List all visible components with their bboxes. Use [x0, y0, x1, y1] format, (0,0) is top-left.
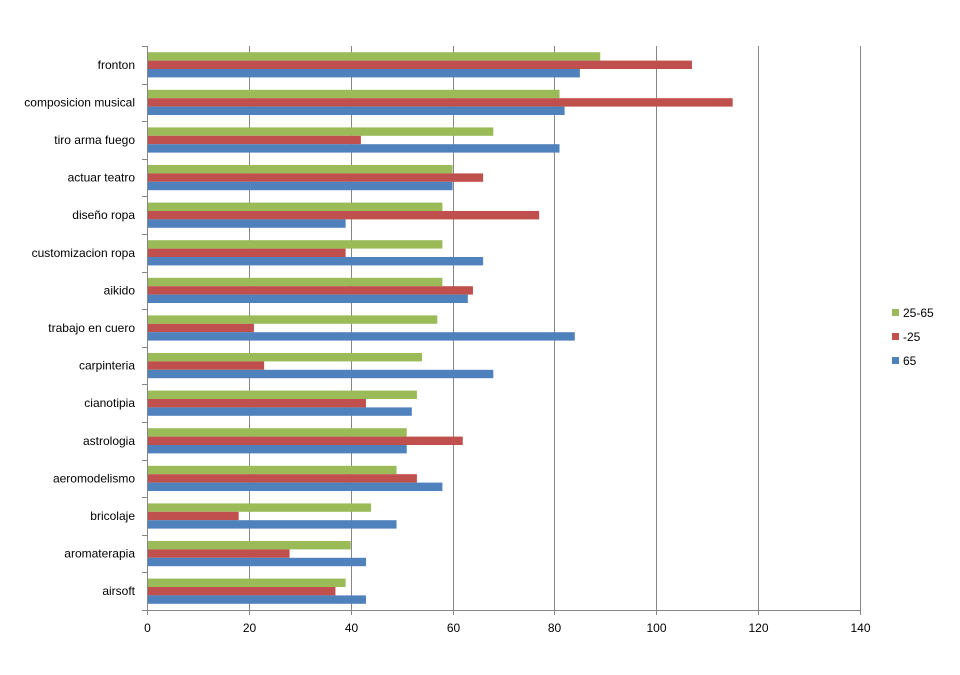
bar--25-trabajo-en-cuero — [148, 323, 254, 333]
bar--25-actuar-teatro — [148, 173, 484, 182]
bar-65-carpinteria — [148, 369, 494, 379]
bar-65-diseño-ropa — [148, 219, 346, 228]
category-label: airsoft — [102, 584, 135, 598]
bar-65-cianotipia — [148, 407, 412, 416]
category-label: aeromodelismo — [53, 471, 135, 485]
legend-label: -25 — [903, 330, 921, 344]
bar--25-fronton — [148, 60, 692, 69]
x-tick-label: 120 — [748, 621, 768, 635]
bar-65-customizacion-ropa — [148, 257, 484, 266]
category-label: tiro arma fuego — [54, 133, 135, 147]
bar--25-airsoft — [148, 587, 336, 596]
bar-65-trabajo-en-cuero — [148, 332, 575, 341]
legend-swatch--25 — [892, 333, 899, 340]
x-tick-label: 140 — [850, 621, 870, 635]
bar--25-cianotipia — [148, 399, 366, 408]
x-tick-label: 0 — [144, 621, 151, 635]
bar--25-tiro-arma-fuego — [148, 135, 361, 145]
bar-25-65-customizacion-ropa — [148, 240, 443, 249]
x-tick-label: 100 — [646, 621, 666, 635]
x-tick-label: 20 — [243, 621, 257, 635]
bar-25-65-aikido — [148, 277, 443, 287]
bar-25-65-actuar-teatro — [148, 165, 453, 174]
bar-25-65-aromaterapia — [148, 541, 351, 550]
legend-label: 65 — [903, 354, 917, 368]
bar-65-aeromodelismo — [148, 482, 443, 491]
bar-25-65-carpinteria — [148, 353, 423, 362]
bar-65-tiro-arma-fuego — [148, 144, 560, 153]
category-label: diseño ropa — [72, 208, 135, 222]
category-labels: fronton composicion musical tiro arma fueg… — [24, 58, 135, 598]
category-label: customizacion ropa — [32, 246, 136, 260]
legend-swatch-25-65 — [892, 309, 899, 316]
category-label: aromaterapia — [64, 547, 135, 561]
x-tick-labels: 0 20 40 60 80 100 120 140 — [144, 621, 871, 635]
bar-65-fronton — [148, 69, 580, 78]
bar-25-65-cianotipia — [148, 390, 417, 399]
x-tick-label: 60 — [447, 621, 461, 635]
bar-25-65-tiro-arma-fuego — [148, 127, 494, 136]
bar-65-astrologia — [148, 445, 407, 454]
category-label: astrologia — [83, 434, 135, 448]
category-label: cianotipia — [84, 396, 135, 410]
category-label: trabajo en cuero — [48, 321, 135, 335]
bar-25-65-airsoft — [148, 578, 346, 587]
bar-25-65-astrologia — [148, 428, 407, 437]
bar-25-65-composicion-musical — [148, 89, 560, 99]
bar-65-airsoft — [148, 595, 366, 604]
category-label: fronton — [98, 58, 135, 72]
bar-65-bricolaje — [148, 520, 397, 529]
bar-65-actuar-teatro — [148, 181, 453, 191]
bar--25-diseño-ropa — [148, 211, 540, 220]
bar--25-aikido — [148, 286, 473, 295]
category-label: carpinteria — [79, 359, 135, 373]
bar-25-65-trabajo-en-cuero — [148, 315, 438, 324]
bars — [148, 52, 733, 604]
bar-65-composicion-musical — [148, 106, 565, 115]
bar-25-65-bricolaje — [148, 503, 372, 512]
bar--25-aromaterapia — [148, 549, 290, 558]
bar--25-astrologia — [148, 436, 463, 445]
bar--25-customizacion-ropa — [148, 248, 346, 257]
legend: 25-65 -25 65 — [892, 306, 934, 368]
bar-25-65-diseño-ropa — [148, 202, 443, 211]
bar--25-aeromodelismo — [148, 474, 417, 483]
x-tick-label: 80 — [548, 621, 562, 635]
bar-25-65-fronton — [148, 52, 601, 61]
category-label: composicion musical — [24, 95, 135, 109]
x-tick-label: 40 — [345, 621, 359, 635]
bar-65-aromaterapia — [148, 557, 366, 567]
axes — [142, 46, 861, 615]
bar--25-carpinteria — [148, 361, 265, 370]
bar--25-composicion-musical — [148, 98, 733, 107]
legend-swatch-65 — [892, 357, 899, 364]
category-label: bricolaje — [90, 509, 135, 523]
legend-label: 25-65 — [903, 306, 934, 320]
bar-65-aikido — [148, 294, 468, 303]
category-label: actuar teatro — [68, 171, 136, 185]
bar--25-bricolaje — [148, 511, 239, 521]
category-label: aikido — [104, 283, 136, 297]
bar-25-65-aeromodelismo — [148, 465, 397, 475]
